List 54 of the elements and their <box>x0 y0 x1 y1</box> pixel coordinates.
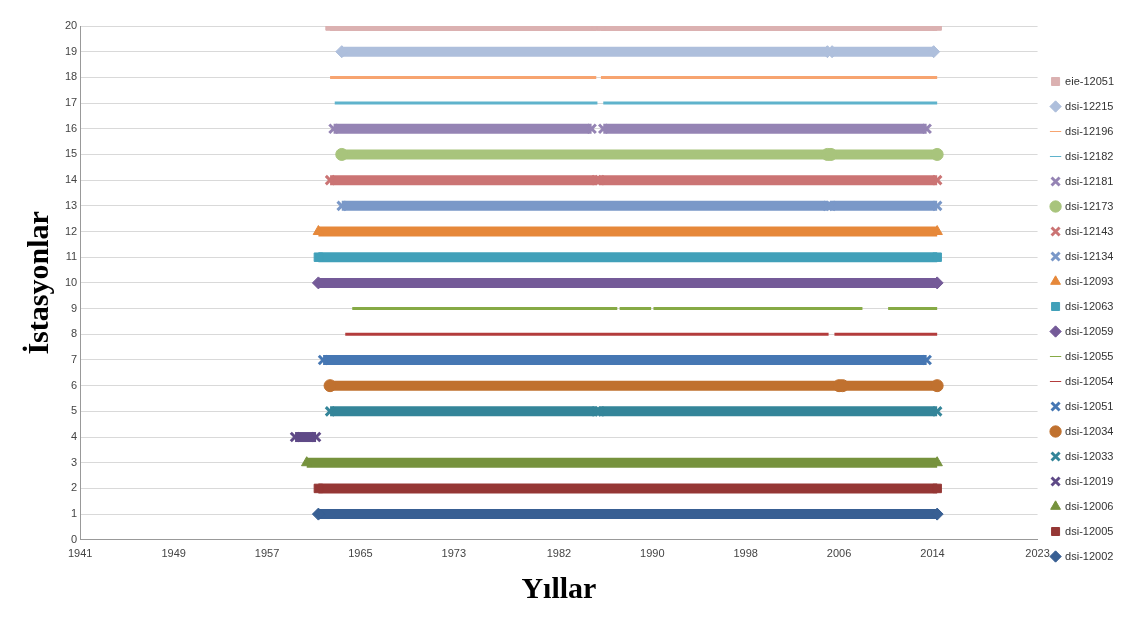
y-tick-label: 13 <box>64 198 78 211</box>
y-tick-label: 6 <box>71 378 78 391</box>
x-axis-title: Yıllar <box>521 570 597 604</box>
y-tick-label: 16 <box>64 121 78 134</box>
y-tick-label: 8 <box>71 327 78 340</box>
legend-label: dsi-12005 <box>1065 524 1114 537</box>
legend-label: dsi-12033 <box>1065 449 1114 462</box>
x-tick-label: 1965 <box>348 547 373 560</box>
x-tick-label: 1990 <box>640 547 665 560</box>
y-tick-label: 5 <box>71 404 78 417</box>
y-tick-label: 18 <box>64 70 78 83</box>
y-tick-label: 19 <box>64 44 78 57</box>
y-tick-label: 20 <box>64 19 78 32</box>
legend-label: dsi-12215 <box>1065 99 1114 112</box>
legend-label: dsi-12002 <box>1065 549 1114 562</box>
y-axis-title: İstasyonlar <box>20 211 54 355</box>
legend-label: dsi-12196 <box>1065 124 1114 137</box>
legend-label: dsi-12006 <box>1065 499 1114 512</box>
legend-label: dsi-12181 <box>1065 174 1114 187</box>
legend-label: dsi-12059 <box>1065 324 1114 337</box>
y-tick-label: 3 <box>71 455 78 468</box>
legend-label: dsi-12055 <box>1065 349 1114 362</box>
legend-label: dsi-12134 <box>1065 249 1114 262</box>
x-tick-label: 1982 <box>546 547 572 560</box>
y-tick-label: 17 <box>64 96 78 109</box>
legend-label: dsi-12182 <box>1065 149 1114 162</box>
x-tick-label: 1957 <box>254 547 280 560</box>
y-tick-label: 15 <box>64 147 78 160</box>
legend-label: dsi-12034 <box>1065 424 1114 437</box>
y-tick-label: 10 <box>64 275 78 288</box>
legend-label: dsi-12093 <box>1065 274 1114 287</box>
legend-label: dsi-12143 <box>1065 224 1114 237</box>
y-tick-label: 11 <box>65 250 78 263</box>
y-tick-label: 12 <box>64 224 78 237</box>
x-tick-label: 1949 <box>161 547 186 560</box>
y-tick-label: 0 <box>71 532 78 545</box>
x-tick-label: 2014 <box>920 547 945 560</box>
x-tick-label: 1973 <box>441 547 467 560</box>
y-tick-label: 1 <box>71 507 78 520</box>
legend-label: dsi-12054 <box>1065 374 1114 387</box>
y-tick-label: 2 <box>71 481 78 494</box>
legend-label: dsi-12063 <box>1065 299 1114 312</box>
x-tick-label: 1941 <box>67 547 93 560</box>
y-tick-label: 14 <box>64 173 78 186</box>
x-tick-label: 2006 <box>826 547 852 560</box>
legend-label: dsi-12019 <box>1065 474 1114 487</box>
legend-label: eie-12051 <box>1065 74 1115 87</box>
x-tick-label: 1998 <box>733 547 758 560</box>
legend-label: dsi-12051 <box>1065 399 1114 412</box>
x-tick-label: 2023 <box>1025 547 1050 560</box>
y-tick-label: 9 <box>71 301 78 314</box>
legend-label: dsi-12173 <box>1065 199 1114 212</box>
y-tick-label: 4 <box>71 430 78 443</box>
y-tick-label: 7 <box>71 353 78 365</box>
